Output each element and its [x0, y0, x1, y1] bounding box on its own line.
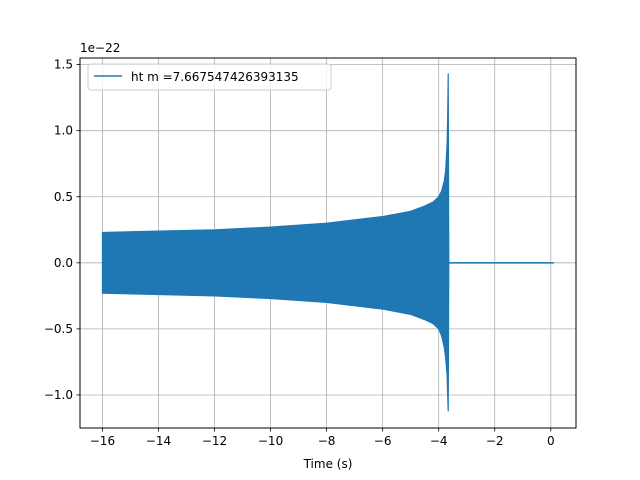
legend-box: [87, 63, 332, 91]
x-axis-label: Time (s): [303, 457, 353, 471]
y-tick-label: 1.5: [54, 58, 73, 72]
axes-frame: [79, 57, 577, 429]
x-tick-label: −2: [486, 434, 504, 448]
x-tick-label: −6: [374, 434, 392, 448]
legend-label: ht m =7.667547426393135: [131, 70, 299, 84]
y-axis: −1.0 −0.5 0.0 0.5 1.0 1.5: [44, 58, 80, 402]
series-strain-envelope: [101, 73, 555, 412]
x-tick-label: 0: [547, 434, 555, 448]
y-tick-label: −0.5: [44, 322, 73, 336]
x-tick-label: −10: [258, 434, 283, 448]
y-tick-label: −1.0: [44, 388, 73, 402]
y-tick-label: 0.0: [54, 256, 73, 270]
y-tick-label: 0.5: [54, 190, 73, 204]
x-tick-label: −16: [90, 434, 115, 448]
x-tick-label: −14: [146, 434, 171, 448]
x-tick-label: −12: [202, 434, 227, 448]
y-tick-label: 1.0: [54, 124, 73, 138]
x-tick-label: −4: [430, 434, 448, 448]
legend: ht m =7.667547426393135: [87, 63, 332, 91]
x-tick-label: −8: [318, 434, 336, 448]
x-axis: −16 −14 −12 −10 −8 −6 −4 −2 0: [90, 428, 555, 448]
y-offset-text: 1e−22: [80, 41, 120, 55]
plot-area: [101, 73, 555, 412]
